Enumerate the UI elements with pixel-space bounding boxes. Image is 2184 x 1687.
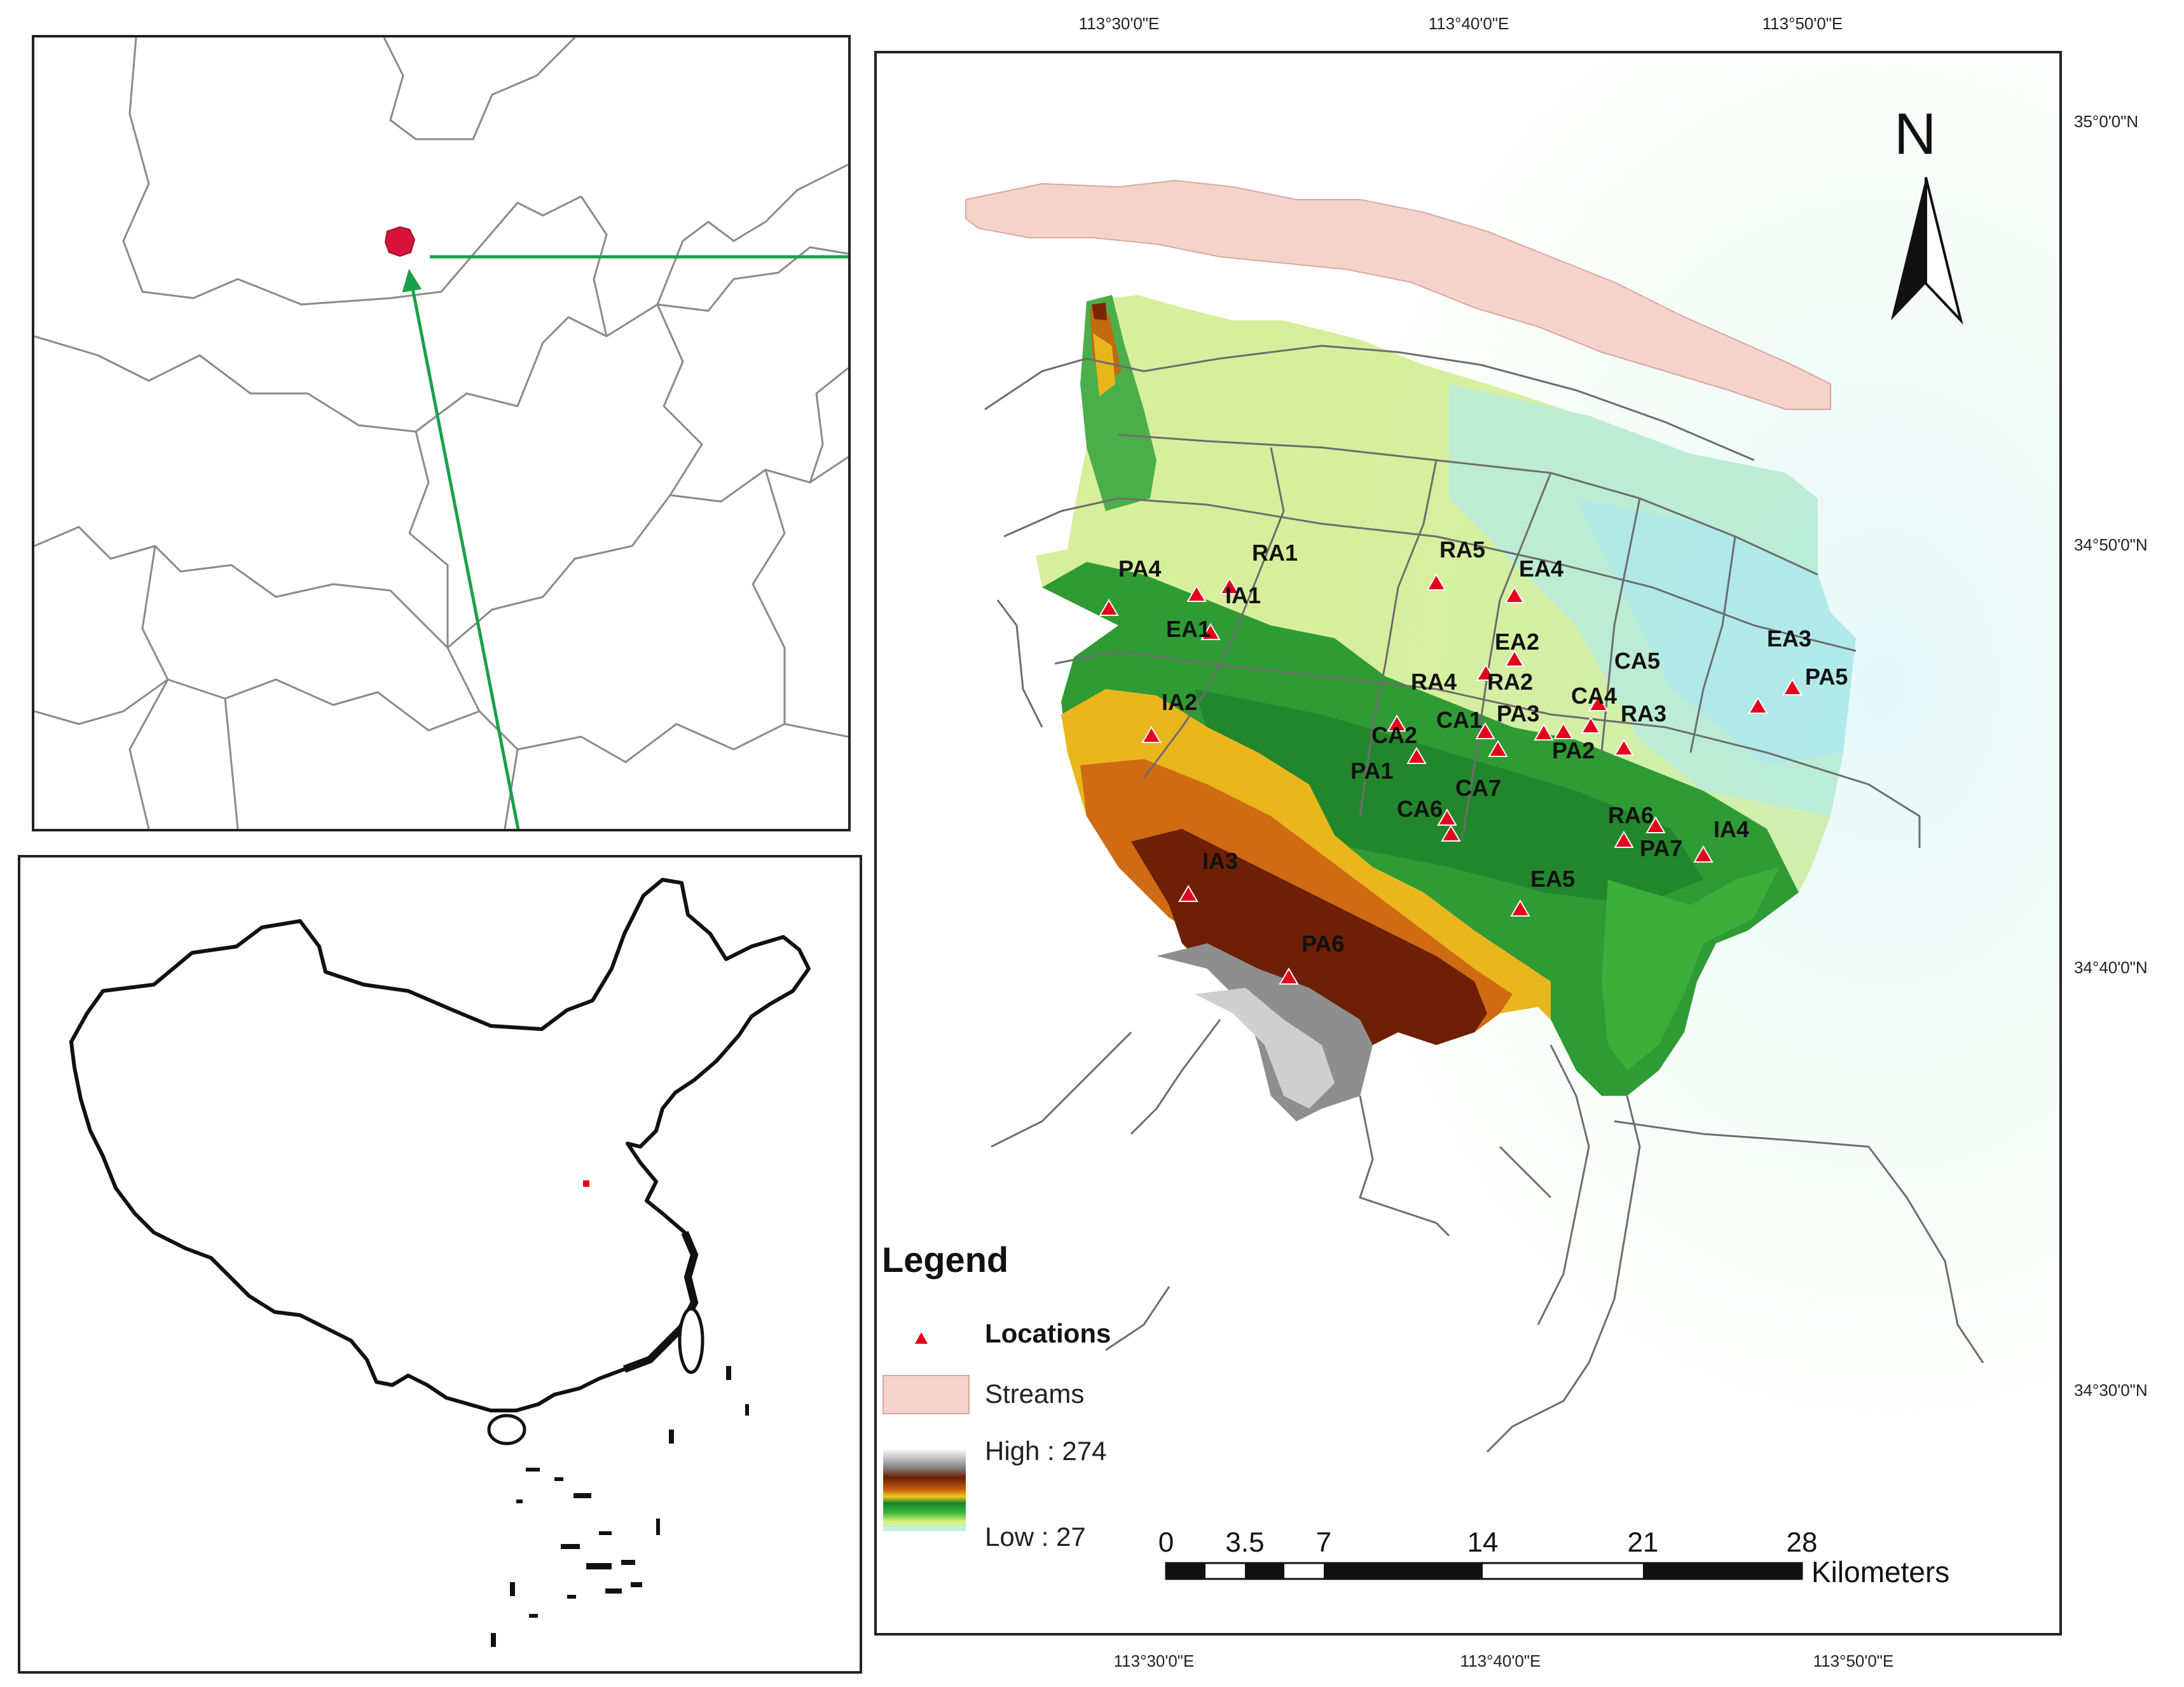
scale-label: 3.5: [1225, 1527, 1265, 1558]
site-label: IA4: [1714, 816, 1750, 842]
site-label: EA4: [1519, 556, 1564, 582]
site-label: CA6: [1397, 796, 1443, 822]
site-markers: [1099, 573, 1803, 985]
site-label: EA1: [1166, 616, 1211, 642]
main-study-area-map: N PA4 RA1 IA1 EA1 RA5 EA4 EA2 CA5 EA3 PA…: [874, 51, 2062, 1636]
site-label: CA1: [1436, 707, 1483, 733]
site-label: CA7: [1455, 775, 1502, 801]
site-label: RA6: [1608, 802, 1654, 828]
scale-bar: [1165, 1562, 1803, 1580]
site-label: IA2: [1162, 689, 1198, 715]
study-area-dot: [583, 1180, 589, 1187]
site-label: PA1: [1350, 758, 1394, 784]
site-label: IA3: [1202, 848, 1239, 874]
scale-label: 7: [1315, 1527, 1332, 1558]
site-label: EA3: [1767, 625, 1812, 652]
latitude-label-right: 35°0'0"N: [2074, 112, 2139, 131]
legend-streams-label: Streams: [985, 1379, 1085, 1409]
legend-locations-label: Locations: [985, 1318, 1111, 1348]
legend-high-label: High : 274: [985, 1436, 1107, 1466]
latitude-label-right: 34°30'0"N: [2074, 1381, 2148, 1400]
site-label: EA5: [1530, 866, 1576, 892]
china-outline: [69, 878, 811, 1647]
latitude-label-right: 34°40'0"N: [2074, 958, 2148, 977]
scale-label: 21: [1627, 1527, 1659, 1558]
site-label: PA2: [1552, 737, 1595, 763]
site-label: EA2: [1495, 629, 1540, 655]
site-label: CA5: [1614, 648, 1661, 674]
scale-label: 0: [1158, 1527, 1174, 1558]
legend-low-label: Low : 27: [985, 1522, 1086, 1552]
site-label: IA1: [1225, 582, 1261, 608]
site-label: CA4: [1571, 683, 1617, 709]
legend-title: Legend: [882, 1240, 1009, 1280]
longitude-label-top: 113°50'0"E: [1762, 14, 1843, 33]
regional-boundaries: [34, 38, 848, 829]
legend-elevation-ramp: [883, 1449, 966, 1531]
site-label: PA7: [1640, 835, 1683, 861]
longitude-label-bottom: 113°50'0"E: [1813, 1651, 1894, 1670]
north-label: N: [1894, 102, 1937, 167]
legend-location-icon: [915, 1332, 928, 1344]
study-area-marker: [384, 226, 416, 257]
scale-label: 28: [1786, 1527, 1818, 1558]
regional-overview-map: [32, 35, 851, 831]
legend-streams-swatch: [883, 1375, 970, 1414]
site-label: PA3: [1497, 700, 1540, 727]
longitude-label-top: 113°40'0"E: [1428, 14, 1509, 33]
scale-label: 14: [1467, 1527, 1499, 1558]
site-label: RA2: [1487, 669, 1534, 695]
site-label: RA5: [1439, 536, 1486, 563]
site-label: RA4: [1411, 669, 1457, 695]
site-label: RA3: [1621, 700, 1667, 727]
china-overview-map: [18, 855, 862, 1674]
site-label: PA4: [1118, 556, 1162, 582]
site-label: CA2: [1371, 722, 1418, 748]
scale-unit-label: Kilometers: [1811, 1555, 1950, 1588]
study-area-terrain: [877, 53, 2059, 1633]
site-label: RA1: [1252, 540, 1298, 566]
longitude-label-bottom: 113°40'0"E: [1460, 1651, 1541, 1670]
longitude-label-top: 113°30'0"E: [1078, 14, 1160, 33]
site-label: PA6: [1301, 931, 1345, 957]
latitude-label-right: 34°50'0"N: [2074, 535, 2148, 554]
north-arrow-icon: [1891, 177, 1963, 325]
longitude-label-bottom: 113°30'0"E: [1113, 1651, 1195, 1670]
site-label: PA5: [1805, 664, 1848, 690]
